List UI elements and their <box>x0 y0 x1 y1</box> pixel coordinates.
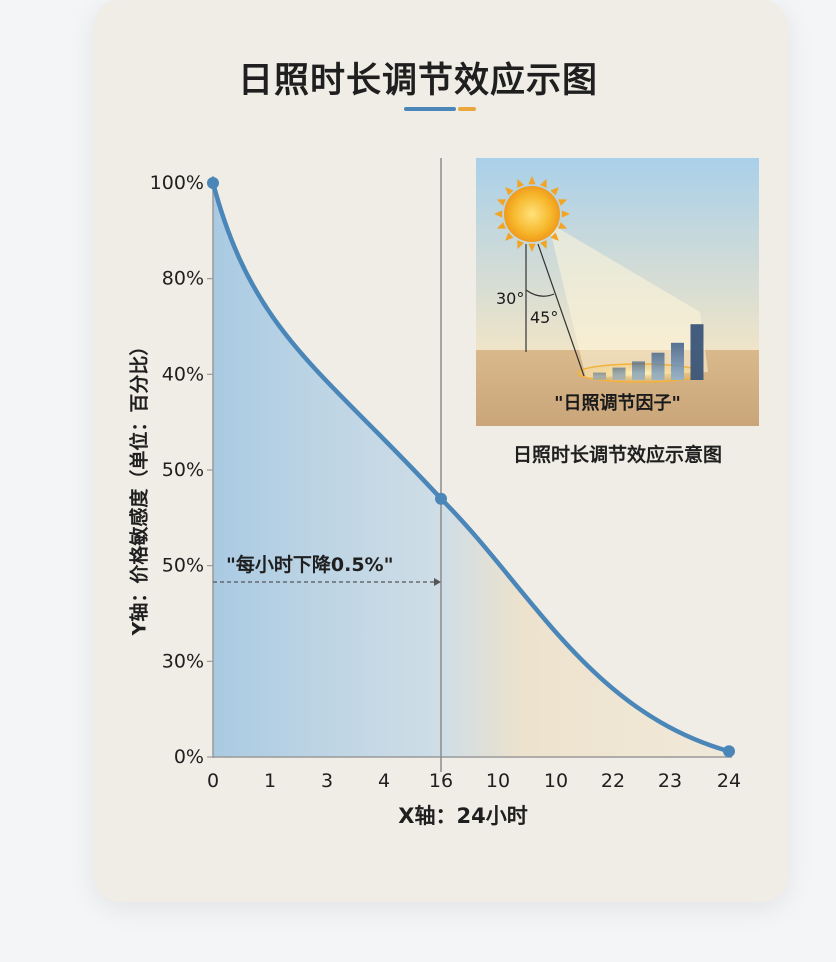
y-axis-label: Y轴：价格敏感度（单位：百分比） <box>128 336 151 636</box>
angle-30-label: 30° <box>496 289 525 308</box>
inset-bar <box>632 361 645 380</box>
y-tick-label: 100% <box>150 172 204 194</box>
sun-ray <box>540 178 547 188</box>
x-tick-label: 4 <box>378 770 390 792</box>
x-tick-label: 0 <box>207 770 219 792</box>
sun-ray <box>561 210 570 218</box>
sun-ray <box>550 187 559 196</box>
sun-ray <box>496 222 506 229</box>
annotation-arrow-head <box>434 578 441 586</box>
annotation-label: "每小时下降0.5%" <box>226 554 394 576</box>
inset-factor-label: "日照调节因子" <box>554 393 681 414</box>
data-points <box>207 177 735 758</box>
inset-bar <box>690 324 704 380</box>
x-tick-label: 10 <box>486 770 510 792</box>
page-title: 日照时长调节效应示图 <box>237 61 598 101</box>
y-tick-label: 40% <box>162 363 204 385</box>
x-tick-label: 1 <box>264 770 276 792</box>
x-axis-label: X轴：24小时 <box>398 804 528 828</box>
data-point <box>723 745 735 758</box>
sun-ray <box>496 199 506 206</box>
sun-beam <box>548 222 708 378</box>
sun-ray <box>550 232 559 241</box>
sun-ray-line <box>537 243 585 377</box>
x-tick-label: 22 <box>601 770 625 792</box>
title-underline <box>404 107 476 111</box>
x-tick-label: 16 <box>429 770 453 792</box>
data-point <box>435 492 447 505</box>
sun-ray <box>517 178 524 188</box>
angle-45-label: 45° <box>530 308 559 327</box>
sun-ray <box>494 210 503 218</box>
area-fill <box>213 183 729 757</box>
sun-ray <box>558 222 568 229</box>
x-tick-label: 24 <box>717 770 741 792</box>
title-underline-blue <box>404 107 456 111</box>
inset-bar <box>593 372 606 380</box>
sun-ray <box>517 240 524 250</box>
x-tick-labels: 0 1 3 4 16 10 10 22 23 24 <box>207 770 741 792</box>
sun-ray <box>528 243 536 252</box>
sun-ray <box>505 232 514 241</box>
data-point <box>207 177 219 189</box>
sun-ray <box>505 187 514 196</box>
title-underline-orange <box>458 107 476 111</box>
y-tick-labels: 0% 30% 50% 50% 40% 80% 100% <box>150 172 213 768</box>
y-tick-label: 50% <box>162 459 204 481</box>
y-tick-label: 80% <box>162 268 204 290</box>
sun-icon <box>494 176 570 252</box>
inset-bar <box>612 367 626 380</box>
sun-ray <box>540 240 547 250</box>
inset-illustration <box>476 158 759 426</box>
angle-arc <box>525 289 555 297</box>
y-tick-label: 0% <box>174 746 204 768</box>
inset-caption: 日照时长调节效应示意图 <box>512 444 722 466</box>
inset-bars <box>593 324 704 380</box>
inset-bar <box>671 342 684 380</box>
sun-ray <box>558 199 568 206</box>
y-tick-label: 30% <box>162 650 204 672</box>
inset-bar <box>651 352 665 380</box>
x-tick-label: 10 <box>544 770 568 792</box>
x-tick-label: 23 <box>658 770 682 792</box>
x-tick-label: 3 <box>321 770 333 792</box>
sun-ray <box>528 176 536 185</box>
y-tick-label: 50% <box>162 555 204 577</box>
